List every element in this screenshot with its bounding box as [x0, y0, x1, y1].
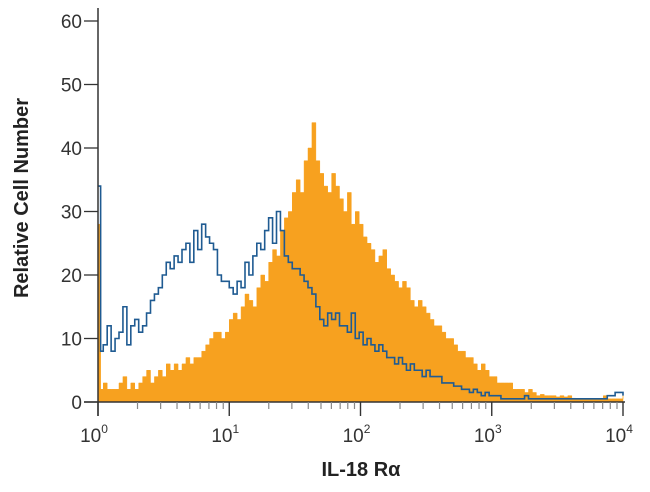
x-axis: 100 101 102 103 104: [80, 401, 633, 447]
y-tick-label: 40: [61, 139, 82, 160]
stained-histogram: [97, 122, 624, 403]
y-tick-label: 50: [61, 76, 82, 97]
y-tick-label: 10: [61, 330, 82, 351]
y-tick-label: 60: [61, 12, 82, 33]
plot-area: [97, 122, 624, 403]
x-axis-title: IL-18 Rα: [322, 459, 402, 481]
x-tick-label: 103: [474, 422, 502, 447]
y-tick-label: 0: [71, 393, 82, 414]
x-tick-label: 100: [80, 422, 108, 447]
x-tick-label: 101: [211, 422, 239, 447]
isotype-histogram-outline: [98, 185, 624, 400]
x-tick-label: 102: [343, 422, 371, 447]
y-axis: 0 10 20 30 40 50 60: [61, 8, 99, 416]
y-axis-title: Relative Cell Number: [11, 98, 33, 298]
y-tick-label: 20: [61, 266, 82, 287]
x-tick-label: 104: [605, 422, 633, 447]
y-tick-label: 30: [61, 203, 82, 224]
